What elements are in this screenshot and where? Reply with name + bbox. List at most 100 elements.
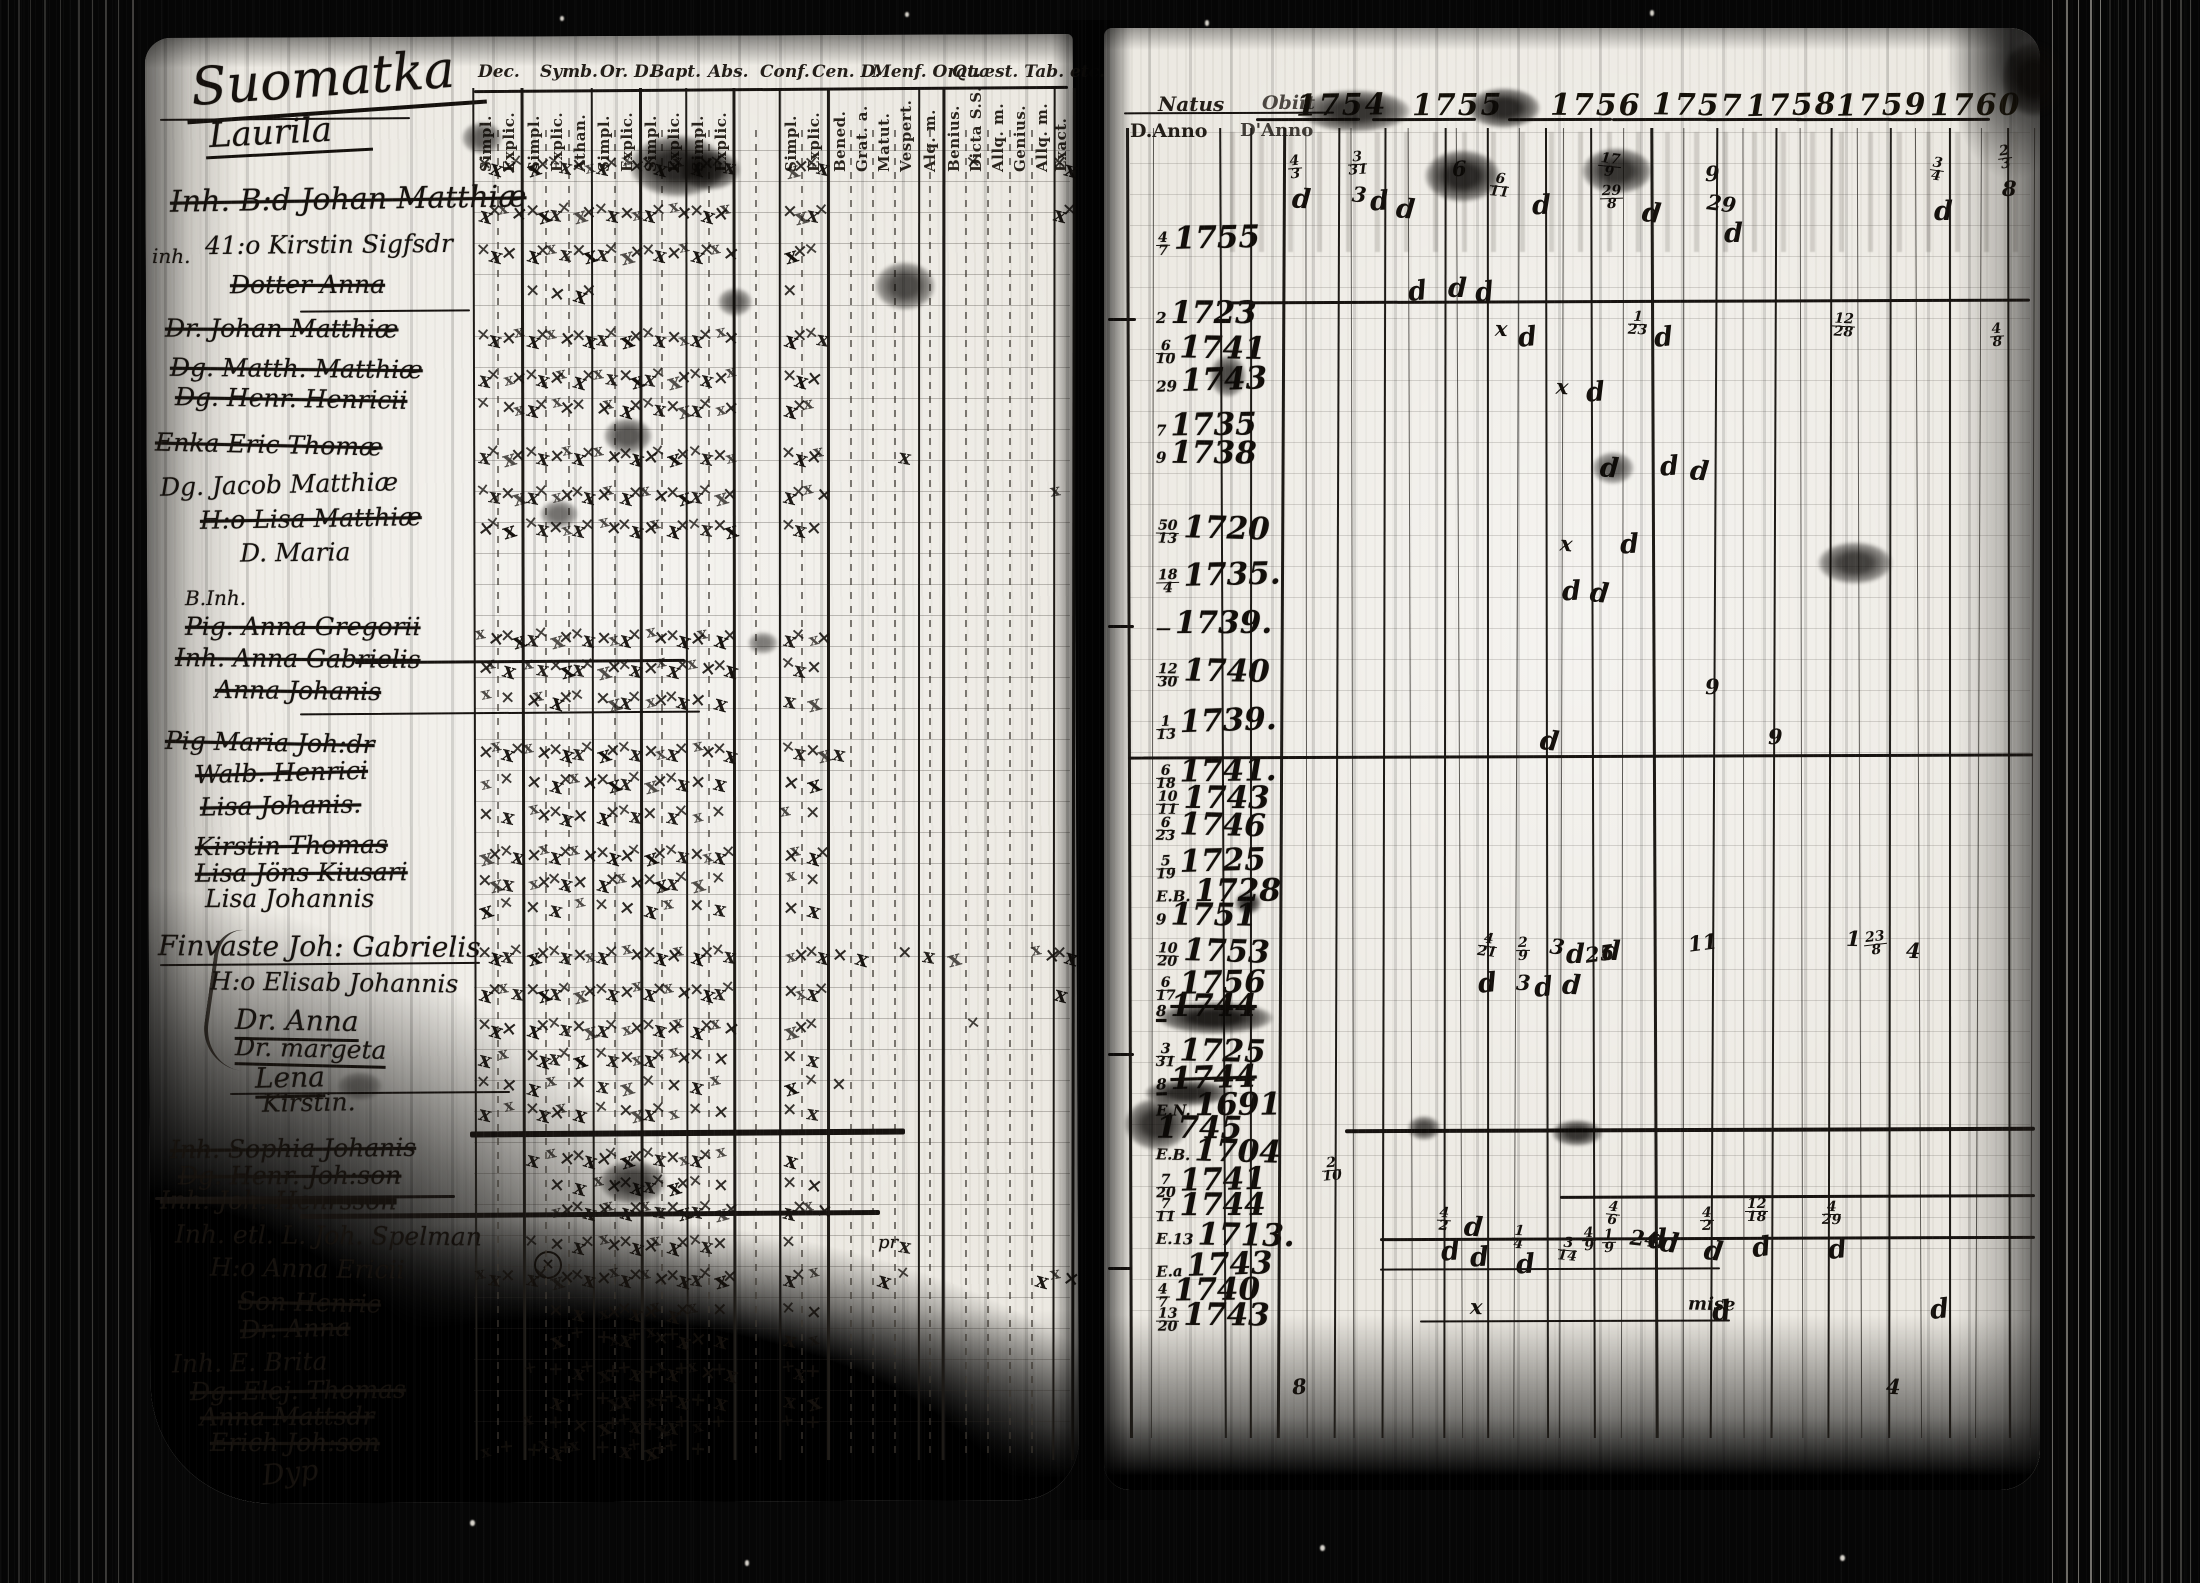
communion-mark: d xyxy=(1394,193,1417,226)
communion-mark: d xyxy=(1710,1295,1733,1328)
column-subheader: Matut. xyxy=(875,112,893,172)
communion-mark: 6 xyxy=(1451,155,1468,182)
attendance-x-mark: × xyxy=(555,197,573,220)
communion-mark: 17 9 xyxy=(1598,150,1623,181)
communion-mark: d xyxy=(1532,971,1555,1004)
register-name: Anna Johanis xyxy=(214,674,382,707)
natus-anno-header: D.Anno xyxy=(1130,120,1208,142)
attendance-x-mark: + xyxy=(568,1384,586,1406)
attendance-x-mark: × xyxy=(555,976,573,999)
page-subtitle: Laurila xyxy=(203,107,374,160)
ink-line xyxy=(1107,317,1137,322)
register-name: D. Maria xyxy=(239,537,351,568)
attendance-x-mark: × xyxy=(672,799,690,822)
register-name: Walb. Henrici xyxy=(194,755,369,790)
film-scratch xyxy=(2127,0,2129,1583)
attendance-x-mark: × xyxy=(803,1013,820,1035)
communion-mark: 12 18 xyxy=(1744,1195,1769,1225)
film-scratch xyxy=(2109,0,2111,1583)
attendance-x-mark: × xyxy=(570,1411,591,1438)
grid-rule-thin xyxy=(894,130,896,1456)
attendance-x-mark: × xyxy=(649,1096,667,1119)
column-group-header: Abs. xyxy=(708,62,749,82)
communion-mark: 4 xyxy=(1905,937,1922,964)
communion-mark: d xyxy=(1473,276,1496,309)
attendance-x-mark: × xyxy=(532,1262,550,1285)
attendance-x-mark: × xyxy=(696,479,714,502)
register-name: Inh. etl. L. Joh. Spelman xyxy=(174,1219,483,1252)
column-subheader: Genius. xyxy=(1011,104,1029,172)
attendance-x-mark: x xyxy=(804,1100,821,1126)
attendance-x-mark: × xyxy=(593,893,611,916)
film-scratch xyxy=(2180,0,2182,1583)
register-name: Dotter Anna xyxy=(229,269,386,300)
column-group-header: Bapt. xyxy=(650,62,702,82)
column-subheader: Grat. a. xyxy=(853,105,871,172)
ink-line xyxy=(1107,1266,1133,1271)
register-name: Inh. Sophia Johanis xyxy=(169,1132,417,1165)
film-scratch xyxy=(8,0,9,1583)
communion-mark: x xyxy=(1494,315,1508,342)
ink-line xyxy=(1611,117,1713,122)
attendance-x-mark: × xyxy=(568,684,586,707)
attendance-x-mark: × xyxy=(813,198,830,221)
register-name: H:o Anna Ericii xyxy=(209,1252,405,1285)
film-speck xyxy=(1320,1545,1325,1552)
attendance-x-mark: × xyxy=(603,1013,620,1036)
register-name: Dg. Jacob Matthiæ xyxy=(159,467,399,502)
column-group-header: Symb. xyxy=(540,62,598,82)
attendance-x-mark: × xyxy=(696,393,714,415)
attendance-x-mark: × xyxy=(710,800,727,823)
attendance-x-mark: × xyxy=(498,767,515,790)
attendance-x-mark: × xyxy=(814,841,831,863)
attendance-x-mark: × xyxy=(570,1072,587,1094)
film-scratch xyxy=(118,0,119,1583)
attendance-x-mark: × xyxy=(722,1197,740,1221)
attendance-x-mark: × xyxy=(499,686,516,708)
communion-mark: d xyxy=(1658,1226,1681,1261)
attendance-x-mark: × xyxy=(781,768,802,795)
attendance-x-mark: + xyxy=(625,1434,643,1457)
attendance-x-mark: × xyxy=(830,942,850,968)
attendance-x-mark: + xyxy=(568,1322,586,1345)
attendance-x-mark: × xyxy=(579,1230,596,1253)
attendance-x-mark: × xyxy=(719,976,737,999)
film-scratch xyxy=(2090,0,2092,1583)
attendance-x-mark: × xyxy=(831,1072,848,1095)
ink-line xyxy=(1107,624,1135,629)
attendance-x-mark: × xyxy=(617,895,637,921)
film-speck xyxy=(1650,10,1655,16)
communion-mark: x xyxy=(1558,530,1574,557)
register-name: H:o Elisab Johannis xyxy=(209,966,459,999)
attendance-x-mark: × xyxy=(570,802,591,828)
attendance-x-mark: × xyxy=(497,892,515,915)
attendance-x-mark: × xyxy=(570,394,587,416)
communion-mark: d xyxy=(1723,217,1744,250)
communion-mark: 4 21 xyxy=(1476,930,1499,961)
register-name: B.Inh. xyxy=(184,585,247,611)
communion-mark: 23 8 xyxy=(1862,927,1888,959)
communion-mark: d xyxy=(1531,189,1552,222)
film-scratch xyxy=(2078,0,2079,1583)
communion-mark: 12 28 xyxy=(1831,310,1857,341)
attendance-x-mark: + xyxy=(689,1437,707,1461)
attendance-x-mark: × xyxy=(626,685,643,708)
film-scratch xyxy=(2052,0,2053,1583)
attendance-x-mark: × xyxy=(688,1325,708,1351)
communion-mark: 9 xyxy=(1704,673,1721,700)
register-name: H:o Lisa Matthiæ xyxy=(199,502,422,535)
attendance-x-mark: × xyxy=(547,279,568,306)
attendance-x-mark: × xyxy=(673,737,690,760)
film-scratch xyxy=(2118,0,2119,1583)
attendance-x-mark: x xyxy=(721,154,738,180)
communion-mark: d xyxy=(1640,197,1663,230)
grid-rule-thin xyxy=(661,130,663,1456)
attendance-x-mark: × xyxy=(688,769,707,794)
natus-year: 50 13 1720 xyxy=(1155,509,1271,548)
communion-mark: 11 xyxy=(1686,928,1719,957)
attendance-x-mark: × xyxy=(782,280,798,302)
attendance-x-mark: + xyxy=(498,1435,515,1458)
attendance-x-mark: × xyxy=(522,1229,540,1252)
